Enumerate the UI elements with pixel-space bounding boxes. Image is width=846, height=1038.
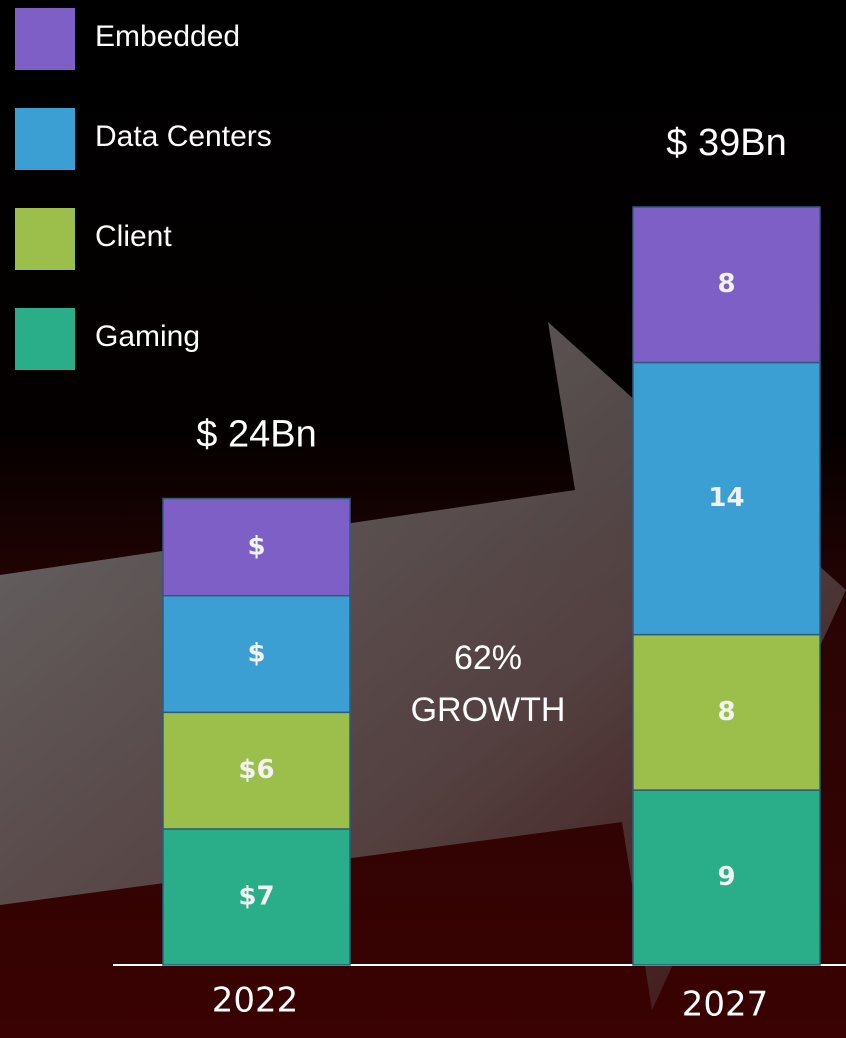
bar-segment: [162, 828, 351, 966]
legend-swatch: [15, 108, 75, 170]
segment-label: 14: [708, 483, 744, 513]
annotation: GROWTH: [411, 691, 566, 729]
legend-swatch: [15, 8, 75, 70]
legend-label: Data Centers: [95, 120, 272, 153]
legend-swatch: [15, 208, 75, 270]
bar-segment: [162, 594, 351, 714]
segment-label: $: [247, 532, 265, 562]
segment-label: 8: [717, 269, 735, 299]
segment-label: $7: [238, 881, 274, 911]
segment-label: $6: [238, 755, 274, 785]
segment-label: $: [247, 639, 265, 669]
bar-segment: [632, 789, 821, 966]
total-label: $ 39Bn: [666, 122, 786, 164]
legend-label: Client: [95, 220, 172, 253]
legend-swatch: [15, 308, 75, 370]
segment-label: 8: [717, 697, 735, 727]
bar-segment: [632, 633, 821, 791]
bar-segment: [632, 361, 821, 636]
x-tick-label: 2027: [682, 985, 769, 1025]
total-label: $ 24Bn: [196, 414, 316, 456]
x-tick-label: 2022: [212, 981, 299, 1021]
annotation: 62%: [454, 639, 522, 677]
legend-label: Embedded: [95, 20, 240, 53]
bar-segment: [632, 206, 821, 364]
segment-label: 9: [717, 862, 735, 892]
bar-segment: [162, 497, 351, 597]
legend-label: Gaming: [95, 320, 200, 353]
